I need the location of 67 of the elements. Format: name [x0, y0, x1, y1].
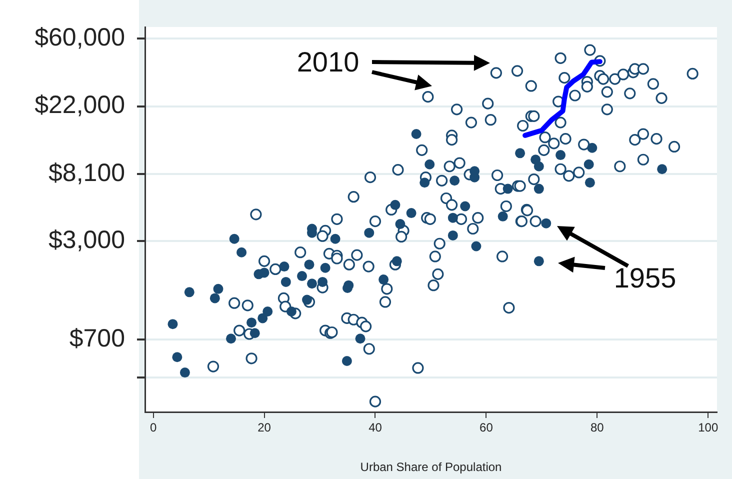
- point: [280, 276, 291, 287]
- y-tick-label: $8,100: [48, 158, 125, 187]
- y-tick-label: $22,000: [34, 91, 125, 120]
- point: [502, 184, 513, 194]
- point: [180, 368, 190, 378]
- point: [302, 294, 312, 305]
- x-tick-label: 100: [698, 420, 718, 435]
- point: [541, 218, 552, 228]
- annotation: 2010: [296, 46, 360, 78]
- annotation: 1955: [614, 262, 676, 294]
- x-tick-label: 80: [590, 420, 604, 435]
- point: [450, 176, 460, 186]
- point: [342, 283, 353, 293]
- point: [286, 306, 296, 316]
- point: [395, 219, 406, 230]
- point: [330, 234, 340, 244]
- point: [460, 201, 470, 212]
- point: [262, 306, 273, 316]
- point: [534, 161, 544, 172]
- point: [320, 262, 330, 273]
- x-tick-label: 0: [150, 420, 157, 435]
- y-tick-label: $3,000: [48, 226, 125, 254]
- point: [210, 293, 220, 304]
- point: [390, 200, 400, 210]
- point: [587, 142, 598, 153]
- point: [657, 164, 668, 174]
- point: [236, 247, 247, 258]
- point: [556, 150, 566, 160]
- point: [534, 184, 544, 194]
- point: [420, 178, 430, 188]
- point: [584, 178, 595, 188]
- point: [304, 260, 314, 270]
- point: [184, 287, 194, 298]
- point: [406, 208, 416, 218]
- y-tick-label: $700: [69, 324, 125, 352]
- point: [515, 148, 526, 158]
- x-axis-title: Urban Share of Population: [360, 460, 502, 474]
- point: [229, 234, 240, 244]
- point: [392, 256, 402, 266]
- point: [584, 159, 594, 170]
- point: [378, 274, 389, 285]
- point: [471, 241, 482, 252]
- point: [250, 328, 260, 338]
- point: [534, 256, 544, 266]
- y-tick-label: $60,000: [34, 23, 125, 52]
- point: [364, 228, 374, 238]
- point: [213, 284, 224, 294]
- point: [246, 318, 257, 328]
- x-tick-label: 40: [368, 420, 382, 435]
- point: [168, 319, 178, 330]
- point: [297, 271, 308, 282]
- x-tick-label: 60: [480, 420, 494, 435]
- point: [318, 276, 328, 287]
- point: [306, 278, 317, 289]
- point: [258, 313, 268, 324]
- point: [448, 230, 458, 240]
- x-tick-label: 20: [258, 420, 272, 435]
- point: [342, 356, 352, 366]
- point: [424, 159, 435, 170]
- point: [498, 211, 508, 222]
- point: [172, 352, 182, 362]
- point: [226, 334, 236, 344]
- point: [355, 334, 366, 344]
- point: [259, 268, 270, 278]
- point: [279, 262, 290, 272]
- point: [448, 212, 458, 223]
- point: [411, 129, 422, 140]
